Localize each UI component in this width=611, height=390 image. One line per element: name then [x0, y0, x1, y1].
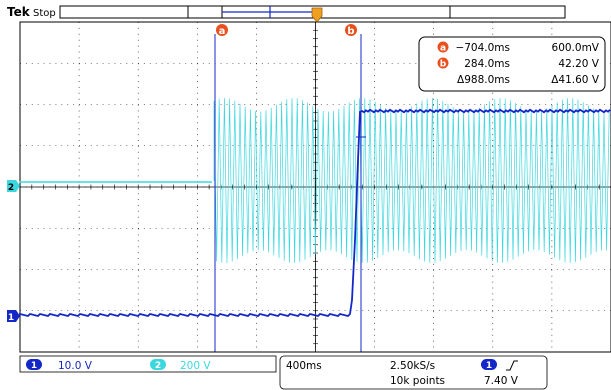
- cursor-b-time: 284.0ms: [464, 58, 510, 70]
- record-position-bar: [59, 5, 566, 19]
- brand-label: Tek: [7, 5, 31, 19]
- trigger-level: 7.40 V: [484, 375, 519, 387]
- readout-a-marker: [437, 41, 449, 53]
- sample-rate: 2.50kS/s: [390, 360, 435, 372]
- acquisition-status: Stop: [33, 8, 56, 19]
- channel-2-badge: 2: [155, 361, 161, 371]
- readout-b-marker-label: b: [440, 60, 447, 70]
- record-length: 10k points: [390, 375, 445, 387]
- cursor-b-marker[interactable]: b: [345, 24, 357, 37]
- channel-1-scale: 10.0 V: [58, 360, 93, 372]
- acquisition-readout[interactable]: 400ms 2.50kS/s 10k points 1 7.40 V: [279, 355, 548, 390]
- readout-a-marker-label: a: [440, 44, 446, 54]
- channel-1-badge: 1: [31, 361, 37, 371]
- timebase-scale: 400ms: [286, 360, 322, 372]
- cursor-a-marker[interactable]: a: [216, 24, 228, 37]
- rising-edge-icon: [506, 360, 518, 371]
- cursor-a-marker-label: a: [219, 26, 226, 37]
- readout-b-marker: [437, 57, 449, 69]
- cursor-a-time: −704.0ms: [455, 42, 510, 54]
- channel-1-ground-marker[interactable]: 1: [7, 310, 20, 323]
- cursor-readout: a b −704.0ms 600.0mV 284.0ms 42.20 V Δ98…: [418, 36, 606, 92]
- cursor-delta-time: Δ988.0ms: [457, 74, 510, 86]
- status-bar: 1 10.0 V 2 200 V 400ms 2.50kS/s 10k poin…: [19, 351, 611, 390]
- channel-2-ground-marker[interactable]: 2: [7, 180, 20, 193]
- cursor-b-value: 42.20 V: [558, 58, 599, 70]
- channel-1-scale-readout[interactable]: 1 10.0 V 2 200 V: [19, 355, 277, 373]
- cursor-delta-value: Δ41.60 V: [551, 74, 600, 86]
- channel-2-waveform: [19, 97, 610, 264]
- cursor-b-marker-label: b: [347, 26, 354, 37]
- channel-2-marker-label: 2: [8, 183, 14, 193]
- trigger-source-badge: 1: [486, 361, 492, 371]
- channel-2-scale: 200 V: [180, 360, 211, 372]
- trigger-position-icon[interactable]: [311, 7, 323, 23]
- cursor-a-value: 600.0mV: [552, 42, 600, 54]
- channel-1-marker-label: 1: [8, 313, 14, 323]
